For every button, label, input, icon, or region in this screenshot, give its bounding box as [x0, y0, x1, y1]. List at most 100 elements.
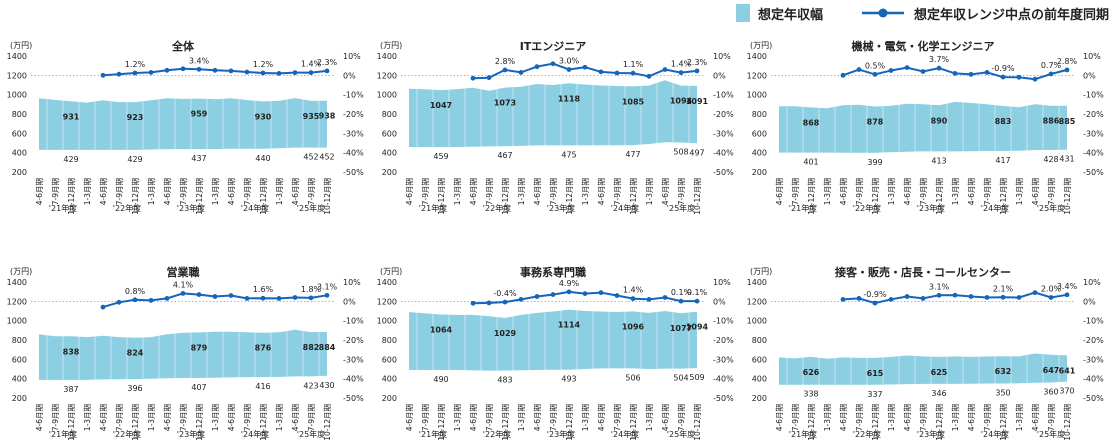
upper-value-label: 1118: [558, 94, 581, 103]
x-year-label: '24年度: [241, 429, 269, 439]
yoy-value-label: 4.1%: [173, 280, 194, 289]
y-left-tick: 800: [752, 110, 767, 119]
x-period-label: 10-12月期: [131, 404, 140, 441]
y-right-tick: -30%: [1083, 129, 1104, 138]
yoy-point: [180, 66, 186, 72]
x-period-label: 4-6月期: [597, 404, 606, 431]
x-period-label: 4-6月期: [291, 178, 300, 205]
upper-value-label: 879: [191, 343, 208, 352]
x-year-label: '25年度: [1037, 203, 1065, 213]
upper-value-label: 647: [1043, 366, 1060, 375]
y-left-tick: 1400: [747, 278, 767, 287]
x-year-label: '23年度: [177, 429, 205, 439]
yoy-value-label: 1.8%: [301, 285, 322, 294]
lower-value-label: 440: [255, 154, 270, 163]
yoy-value-label: 2.1%: [993, 284, 1014, 293]
y-left-tick: 1400: [377, 52, 397, 61]
y-left-tick: 1200: [747, 71, 767, 80]
x-period-label: 10-12月期: [437, 178, 446, 215]
x-period-label: 1-3月期: [275, 178, 284, 205]
x-period-label: 1-3月期: [453, 404, 462, 431]
upper-value-label: 882: [303, 343, 320, 352]
y-right-tick: -40%: [1083, 375, 1104, 384]
x-period-label: 7-9月期: [613, 404, 622, 431]
upper-value-label: 1114: [558, 321, 581, 330]
yoy-value-label: 2.3%: [687, 58, 708, 67]
yoy-point: [566, 289, 572, 295]
upper-value-label: 1073: [494, 99, 516, 108]
x-period-label: 4-6月期: [967, 178, 976, 205]
upper-value-label: 1077: [670, 324, 692, 333]
y-right-tick: -10%: [1083, 91, 1104, 100]
lower-value-label: 337: [867, 390, 882, 399]
unit-label: (万円): [10, 41, 32, 50]
yoy-point: [196, 292, 202, 297]
yoy-point: [518, 297, 524, 302]
y-left-tick: 1000: [747, 91, 767, 100]
upper-value-label: 938: [319, 112, 336, 121]
x-year-label: '21年度: [789, 429, 817, 439]
x-period-label: 1-3月期: [645, 404, 654, 431]
yoy-point: [1016, 295, 1022, 300]
x-period-label: 1-3月期: [951, 404, 960, 431]
y-left-tick: 400: [752, 375, 767, 384]
x-year-label: '21年度: [49, 203, 77, 213]
y-right-tick: 0%: [343, 297, 356, 306]
lower-value-label: 346: [931, 389, 946, 398]
upper-value-label: 1064: [430, 325, 453, 334]
x-period-label: 10-12月期: [807, 178, 816, 215]
yoy-value-label: 2.3%: [317, 58, 338, 67]
yoy-point: [486, 75, 492, 81]
lower-value-label: 437: [191, 154, 206, 163]
legend: 想定年収幅 想定年収レンジ中点の前年度同期比: [730, 2, 1109, 24]
lower-value-label: 428: [1043, 155, 1058, 164]
yoy-point: [920, 69, 926, 74]
y-right-tick: -20%: [343, 336, 364, 345]
x-period-label: 1-3月期: [147, 178, 156, 205]
y-right-tick: -50%: [343, 394, 364, 403]
yoy-point: [856, 296, 862, 301]
yoy-point: [292, 295, 298, 300]
chart-title: 全体: [171, 39, 195, 53]
yoy-point: [486, 300, 492, 306]
x-year-label: '22年度: [853, 203, 881, 213]
lower-value-label: 387: [63, 385, 78, 394]
x-period-label: 4-6月期: [661, 178, 670, 205]
yoy-value-label: 0.8%: [125, 287, 146, 296]
legend-band-label: 想定年収幅: [758, 7, 823, 23]
x-period-label: 7-9月期: [179, 404, 188, 431]
lower-value-label: 506: [625, 373, 640, 382]
x-year-label: '23年度: [547, 429, 575, 439]
y-right-tick: 0%: [713, 71, 726, 80]
y-left-tick: 200: [752, 168, 767, 177]
y-left-tick: 600: [752, 129, 767, 138]
x-period-label: 10-12月期: [871, 404, 880, 441]
x-period-label: 4-6月期: [775, 178, 784, 205]
x-period-label: 1-3月期: [147, 404, 156, 431]
yoy-point: [100, 72, 106, 78]
y-right-tick: -10%: [713, 317, 734, 326]
x-period-label: 4-6月期: [775, 404, 784, 431]
lower-value-label: 508: [673, 148, 688, 157]
x-year-label: '22年度: [113, 429, 141, 439]
x-year-label: '24年度: [981, 429, 1009, 439]
x-period-label: 1-3月期: [453, 178, 462, 205]
y-left-tick: 600: [382, 129, 397, 138]
x-period-label: 1-3月期: [83, 178, 92, 205]
lower-value-label: 338: [803, 390, 818, 399]
yoy-point: [1048, 71, 1054, 77]
x-period-label: 1-3月期: [83, 404, 92, 431]
x-period-label: 7-9月期: [855, 178, 864, 205]
x-year-label: '24年度: [241, 203, 269, 213]
lower-value-label: 497: [689, 148, 704, 157]
yoy-point: [1000, 74, 1006, 80]
x-period-label: 7-9月期: [421, 404, 430, 431]
yoy-point: [662, 67, 668, 72]
yoy-point: [470, 300, 476, 306]
yoy-point: [132, 297, 138, 303]
x-period-label: 4-6月期: [469, 178, 478, 205]
x-period-label: 7-9月期: [307, 178, 316, 205]
x-period-label: 1-3月期: [951, 178, 960, 205]
x-period-label: 4-6月期: [291, 404, 300, 431]
x-year-label: '23年度: [917, 203, 945, 213]
